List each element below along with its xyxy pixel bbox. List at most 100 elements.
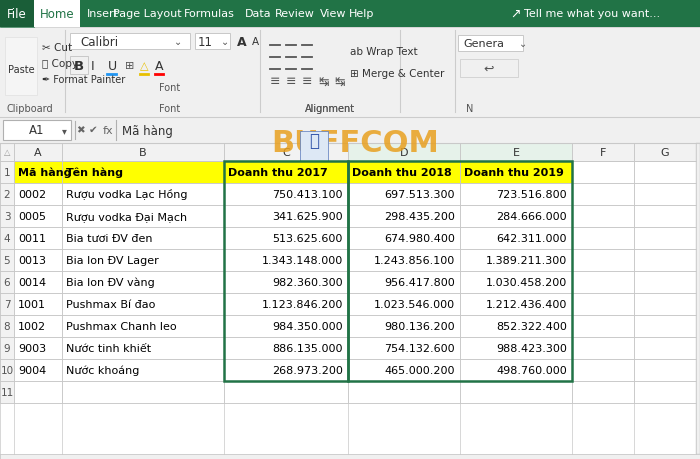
Text: 1.023.546.000: 1.023.546.000 [374,299,455,309]
Text: 268.973.200: 268.973.200 [272,365,343,375]
Bar [34,0,80,28]
Text: 1: 1 [4,168,10,178]
Text: Doanh thu 2018: Doanh thu 2018 [352,168,452,178]
Text: 754.132.600: 754.132.600 [384,343,455,353]
Bar [14,144,62,162]
Bar [348,359,460,381]
Text: 1.243.856.100: 1.243.856.100 [374,256,455,265]
Bar [0,144,700,454]
Bar [0,184,14,206]
Text: ⛨: ⛨ [309,132,319,150]
Text: Mã hàng: Mã hàng [18,168,71,178]
Text: 0005: 0005 [18,212,46,222]
Bar [14,315,62,337]
Text: Font: Font [160,83,181,93]
Text: ⎘ Copy: ⎘ Copy [42,59,78,69]
Text: 10: 10 [1,365,13,375]
Text: ⊞ Merge & Center: ⊞ Merge & Center [350,69,444,79]
Bar [224,162,348,184]
Bar [572,228,634,249]
Text: ▾: ▾ [62,126,66,136]
Text: ⌄: ⌄ [221,37,229,47]
Text: File: File [7,7,27,21]
Text: E: E [512,148,519,157]
Bar [5,38,37,96]
Text: 674.980.400: 674.980.400 [384,234,455,243]
Bar [224,249,348,271]
Bar [348,206,460,228]
Text: G: G [661,148,669,157]
Text: 0002: 0002 [18,190,46,200]
Text: 513.625.600: 513.625.600 [272,234,343,243]
Bar [224,293,348,315]
Bar [14,271,62,293]
Bar [62,381,224,403]
Bar [348,271,460,293]
Bar [14,228,62,249]
Text: 498.760.000: 498.760.000 [496,365,567,375]
Text: BUFFCOM: BUFFCOM [271,128,439,157]
Bar [224,381,348,403]
Text: A1: A1 [29,124,45,137]
Bar [572,337,634,359]
Text: 9: 9 [4,343,10,353]
Text: Clipboard: Clipboard [7,104,53,114]
Text: 0011: 0011 [18,234,46,243]
Text: 982.360.300: 982.360.300 [272,277,343,287]
Text: D: D [400,148,408,157]
Text: 1.123.846.200: 1.123.846.200 [262,299,343,309]
Bar [62,271,224,293]
Text: View: View [320,9,346,19]
Text: 1.212.436.400: 1.212.436.400 [486,299,567,309]
Text: ≡: ≡ [302,75,312,88]
Bar [460,162,572,184]
Text: Bia lon ĐV vàng: Bia lon ĐV vàng [66,277,155,288]
Bar [460,337,572,359]
Text: Home: Home [40,7,74,21]
Bar [0,293,14,315]
Text: A: A [155,59,164,73]
Bar [572,293,634,315]
Text: Alignment: Alignment [305,104,355,114]
Text: A: A [237,35,246,48]
Text: 984.350.000: 984.350.000 [272,321,343,331]
Text: 1002: 1002 [18,321,46,331]
Bar [3,121,71,141]
Text: 341.625.900: 341.625.900 [272,212,343,222]
Text: Pushmax Chanh leo: Pushmax Chanh leo [66,321,176,331]
Bar [70,57,88,75]
Text: 3: 3 [4,212,10,222]
Bar [348,337,460,359]
Text: 956.417.800: 956.417.800 [384,277,455,287]
Bar [195,34,230,50]
Bar [300,132,328,162]
Bar [224,206,348,228]
Text: 7: 7 [4,299,10,309]
Text: Nước khoáng: Nước khoáng [66,365,139,375]
Text: 886.135.000: 886.135.000 [272,343,343,353]
Bar [696,144,700,454]
Text: △: △ [4,148,10,157]
Bar [460,60,518,78]
Bar [14,337,62,359]
Text: Bia lon ĐV Lager: Bia lon ĐV Lager [66,256,159,265]
Bar [572,162,634,184]
Text: Bia tươi ĐV đen: Bia tươi ĐV đen [66,234,153,243]
Bar [460,381,572,403]
Text: ⊞: ⊞ [125,61,134,71]
Text: Paste: Paste [8,65,34,75]
Bar [634,184,696,206]
Bar [0,359,14,381]
Bar [572,315,634,337]
Bar [62,315,224,337]
Text: ✒ Format Painter: ✒ Format Painter [42,75,125,85]
Bar [224,144,348,162]
Bar [14,249,62,271]
Text: ✖: ✖ [76,125,85,134]
Bar [572,206,634,228]
Text: C: C [282,148,290,157]
Bar [572,144,634,162]
Text: 1.343.148.000: 1.343.148.000 [262,256,343,265]
Bar [634,162,696,184]
Text: Page Layout: Page Layout [113,9,181,19]
